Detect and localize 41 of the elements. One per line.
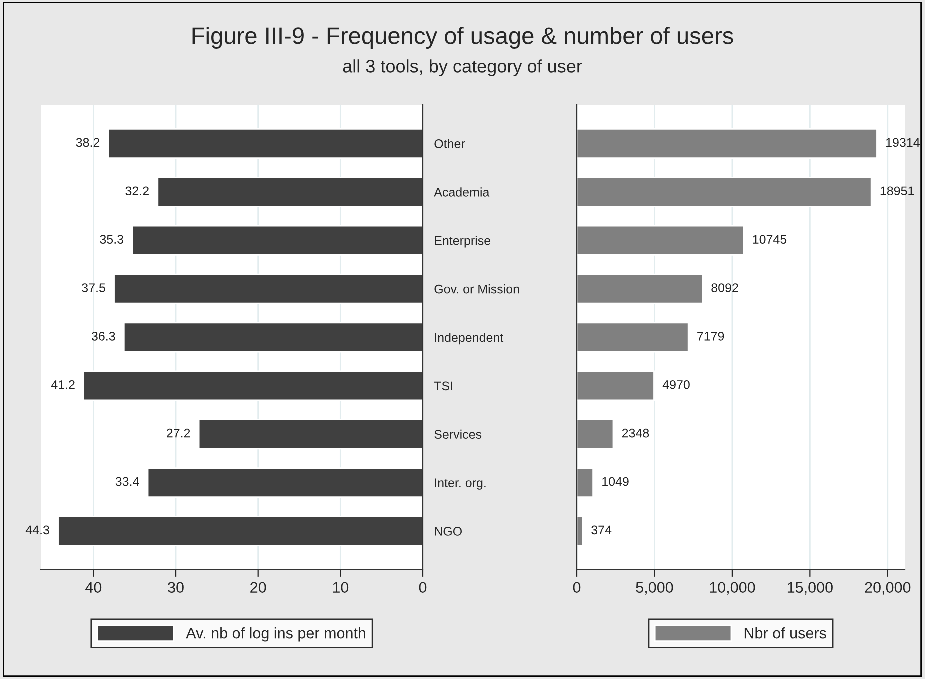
x-tick-label: 10 [333,582,349,594]
legend-label: Av. nb of log ins per month [186,628,366,642]
y-tick-label: Enterprise [435,236,491,248]
x-tick-label: 0 [573,582,581,594]
data-label: 10745 [753,235,787,244]
data-label: 32.2 [126,186,149,196]
x-tick-label: 0 [419,582,427,594]
data-label: 8092 [712,284,738,292]
data-label: 18951 [880,186,914,196]
data-label: 19314 [886,138,920,148]
data-label: 38.2 [76,138,100,148]
x-tick-label: 5,000 [636,582,674,595]
x-tick-label: 15,000 [788,582,833,595]
y-tick-label: Services [434,430,482,440]
x-tick-label: 20 [250,582,266,594]
data-label: 37.5 [82,284,106,292]
y-tick-label: Academia [434,188,490,197]
x-tick-label: 40 [86,582,102,594]
x-tick-label: 30 [168,582,184,594]
data-label: 41.2 [51,380,75,390]
legend-label: Nbr of users [744,628,826,639]
y-tick-label: Inter. org. [435,478,486,490]
data-label: 7179 [698,332,724,341]
data-label: 1049 [602,477,629,486]
text: all 3 tools, by category of user [343,60,582,76]
y-tick-label: Independent [435,332,504,345]
data-label: 35.3 [100,235,124,244]
x-tick-label: 20,000 [865,582,911,595]
y-tick-label: Gov. or Mission [434,284,520,294]
data-label: 27.2 [167,428,190,438]
y-tick-label: Other [434,139,466,148]
data-label: 36.3 [92,332,116,341]
data-label: 374 [592,526,612,535]
x-tick-label: 10,000 [710,582,756,595]
data-label: 2348 [622,428,650,438]
y-tick-label: NGO [435,527,462,536]
data-label: 44.3 [26,526,50,535]
chart-title: Figure III-9 - Frequency of usage & number of users [192,26,734,50]
data-label: 33.4 [116,477,140,486]
data-label: 4970 [662,380,690,390]
y-tick-label: TSI [434,382,452,391]
